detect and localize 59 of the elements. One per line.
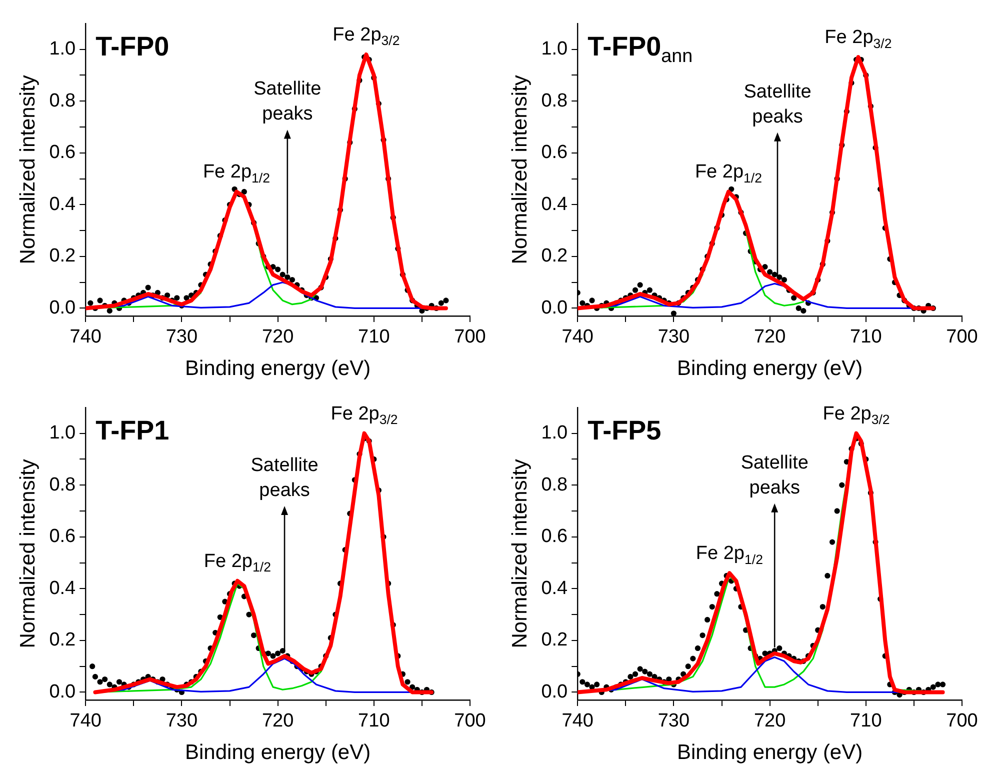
x-tick-label: 700 — [946, 710, 978, 732]
chart-title: T-FP5 — [588, 415, 662, 446]
y-tick-label: 0.2 — [49, 246, 76, 267]
x-tick-label: 710 — [850, 710, 882, 732]
y-tick-label: 0.6 — [541, 526, 568, 548]
x-tick-label: 720 — [262, 710, 294, 732]
y-tick-label: 1.0 — [541, 38, 568, 60]
y-tick-label: 0.8 — [541, 90, 568, 112]
y-tick-label: 0.8 — [49, 90, 76, 112]
x-tick-label: 700 — [946, 326, 978, 348]
y-tick-label: 0.0 — [49, 297, 76, 318]
chart-title: T-FP0 — [96, 31, 170, 62]
y-tick-label: 0.0 — [49, 681, 76, 702]
y-tick-label: 1.0 — [49, 422, 76, 444]
y-tick-label: 0.8 — [49, 474, 76, 496]
annotation: Satellite peaks — [254, 78, 322, 125]
x-tick-label: 730 — [658, 710, 690, 732]
x-tick-label: 710 — [358, 326, 390, 348]
y-tick-label: 0.2 — [49, 630, 76, 651]
y-axis-title: Normalized intensity — [508, 74, 532, 264]
x-tick-label: 730 — [166, 710, 198, 732]
y-tick-label: 0.6 — [49, 526, 76, 548]
y-tick-label: 0.0 — [541, 297, 568, 318]
x-tick-label: 740 — [562, 326, 594, 348]
annotation: Satellite peaks — [744, 81, 812, 128]
y-tick-label: 1.0 — [541, 422, 568, 444]
x-tick-label: 700 — [454, 710, 486, 732]
y-tick-label: 0.0 — [541, 681, 568, 702]
y-axis-title: Normalized intensity — [16, 74, 40, 264]
chart-title: T-FP1 — [96, 415, 170, 446]
y-tick-label: 0.4 — [541, 194, 568, 215]
x-tick-label: 740 — [562, 710, 594, 732]
x-axis-title: Binding energy (eV) — [677, 357, 863, 380]
x-tick-label: 710 — [850, 326, 882, 348]
x-tick-label: 720 — [754, 326, 786, 348]
y-tick-label: 0.8 — [541, 474, 568, 496]
x-tick-label: 740 — [70, 326, 102, 348]
x-tick-label: 720 — [754, 710, 786, 732]
y-tick-label: 0.4 — [541, 578, 568, 599]
y-axis-title: Normalized intensity — [508, 458, 532, 648]
y-tick-label: 0.2 — [541, 246, 568, 267]
y-tick-label: 0.6 — [541, 142, 568, 164]
annotation: Satellite peaks — [250, 454, 318, 501]
x-axis-title: Binding energy (eV) — [677, 741, 863, 764]
x-axis-title: Binding energy (eV) — [185, 357, 371, 380]
y-tick-label: 0.2 — [541, 630, 568, 651]
x-axis-title: Binding energy (eV) — [185, 741, 371, 764]
y-tick-label: 0.4 — [49, 194, 76, 215]
y-tick-label: 0.4 — [49, 578, 76, 599]
y-tick-label: 1.0 — [49, 38, 76, 60]
x-tick-label: 740 — [70, 710, 102, 732]
y-axis-title: Normalized intensity — [16, 458, 40, 648]
x-tick-label: 730 — [166, 326, 198, 348]
x-tick-label: 710 — [358, 710, 390, 732]
x-tick-label: 700 — [454, 326, 486, 348]
x-tick-label: 730 — [658, 326, 690, 348]
y-tick-label: 0.6 — [49, 142, 76, 164]
annotation: Satellite peaks — [740, 452, 808, 498]
x-tick-label: 720 — [262, 326, 294, 348]
